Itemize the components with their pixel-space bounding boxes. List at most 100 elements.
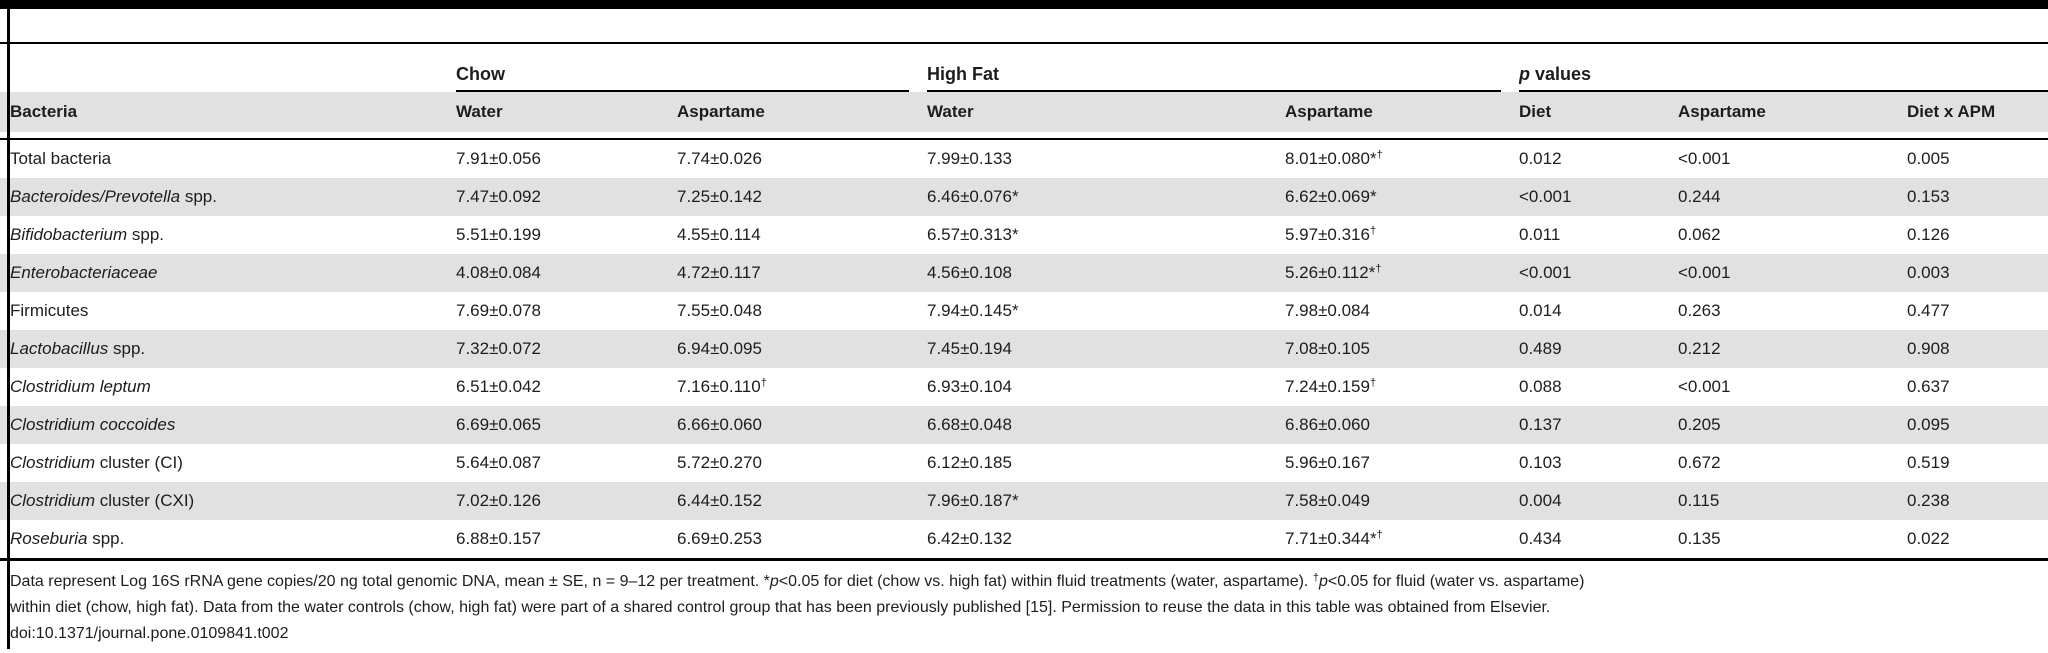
bacteria-name-text: spp. (108, 339, 146, 358)
value-cell: 0.153 (1907, 187, 1950, 206)
value-cell: 7.71±0.344*† (1285, 529, 1383, 548)
footnote-line: Data represent Log 16S rRNA gene copies/… (10, 569, 2040, 595)
p-values-label-rest: values (1530, 64, 1592, 84)
value-cell: 7.69±0.078 (456, 301, 541, 320)
top-border-bar (0, 0, 2048, 9)
value-cell: 6.69±0.065 (456, 415, 541, 434)
value-cell: 7.32±0.072 (456, 339, 541, 358)
bacteria-name-cell: Lactobacillus spp. (0, 330, 456, 368)
value-cell: 0.238 (1907, 491, 1950, 510)
significance-marker: † (1369, 225, 1377, 238)
table-content: Chow High Fat p values Bacteria Water As… (0, 42, 2048, 647)
value-cell: 6.12±0.185 (927, 453, 1012, 472)
footnote-segment: † (1312, 571, 1319, 584)
value-cell: 0.004 (1519, 491, 1562, 510)
value-cell: 6.86±0.060 (1285, 415, 1370, 434)
value-cell: 4.72±0.117 (677, 263, 761, 282)
bacteria-name-cell: Clostridium coccoides (0, 406, 456, 444)
footnote-segment: within diet (chow, high fat). Data from … (10, 599, 1551, 616)
bacteria-name-cell: Enterobacteriaceae (0, 254, 456, 292)
value-cell: 4.55±0.114 (677, 225, 761, 244)
value-cell: 0.434 (1519, 529, 1562, 548)
bacteria-name-italic: Clostridium coccoides (10, 415, 176, 434)
bacteria-name-text: spp. (87, 529, 125, 548)
value-cell: 7.94±0.145* (927, 301, 1019, 320)
value-cell: 6.42±0.132 (927, 529, 1012, 548)
value-cell: 5.96±0.167 (1285, 453, 1370, 472)
value-cell: 7.24±0.159† (1285, 377, 1377, 396)
value-cell: 5.97±0.316† (1285, 225, 1377, 244)
left-border-rule (7, 9, 10, 649)
bacteria-name-text: cluster (CI) (95, 453, 183, 472)
value-cell: 7.45±0.194 (927, 339, 1012, 358)
footnote-segment: <0.05 for diet (chow vs. high fat) withi… (778, 573, 1313, 590)
value-cell: 6.68±0.048 (927, 415, 1012, 434)
chow-label: Chow (456, 64, 505, 84)
value-cell: 0.126 (1907, 225, 1950, 244)
table-row: Clostridium cluster (CXI) 7.02±0.126 6.44±… (0, 482, 2048, 520)
high-fat-label: High Fat (927, 64, 999, 84)
value-cell: 0.088 (1519, 377, 1562, 396)
significance-marker: † (1376, 529, 1383, 542)
table-row: Lactobacillus spp. 7.32±0.072 6.94±0.095 7.… (0, 330, 2048, 368)
group-header-chow: Chow (456, 44, 927, 92)
bacteria-name-italic: Clostridium leptum (10, 377, 151, 396)
table-body: Total bacteria 7.91±0.056 7.74±0.026 7.99±0… (0, 139, 2048, 560)
footnote-segment: p (769, 573, 779, 590)
value-cell: 0.205 (1678, 415, 1721, 434)
table-row: Clostridium coccoides 6.69±0.065 6.66±0.06… (0, 406, 2048, 444)
value-cell: 0.489 (1519, 339, 1562, 358)
value-cell: 0.212 (1678, 339, 1721, 358)
value-cell: 0.244 (1678, 187, 1721, 206)
value-cell: 6.69±0.253 (677, 529, 762, 548)
bacteria-name-italic: Clostridium (10, 491, 96, 510)
bacteria-name-cell: Roseburia spp. (0, 520, 456, 560)
bacteria-name-text: spp. (180, 187, 217, 206)
group-header-row: Chow High Fat p values (0, 44, 2048, 92)
value-cell: 6.66±0.060 (677, 415, 762, 434)
bacteria-name-italic: Bacteroides/Prevotella (10, 187, 181, 206)
value-cell: 0.519 (1907, 453, 1950, 472)
value-cell: <0.001 (1678, 263, 1731, 282)
value-cell: 7.98±0.084 (1285, 301, 1370, 320)
bacteria-name-italic: Roseburia (10, 529, 88, 548)
value-cell: 0.263 (1678, 301, 1721, 320)
value-cell: 7.99±0.133 (927, 149, 1012, 168)
bacteria-name-italic: Clostridium (10, 453, 96, 472)
col-header-bacteria: Bacteria (10, 102, 78, 121)
significance-marker: † (760, 377, 767, 390)
value-cell: 6.44±0.152 (677, 491, 762, 510)
value-cell: 6.93±0.104 (927, 377, 1012, 396)
value-cell: 0.637 (1907, 377, 1950, 396)
value-cell: 7.02±0.126 (456, 491, 541, 510)
value-cell: 0.137 (1519, 415, 1562, 434)
value-cell: 4.56±0.108 (927, 263, 1012, 282)
value-cell: 6.94±0.095 (677, 339, 762, 358)
value-cell: 7.91±0.056 (456, 149, 541, 168)
value-cell: 0.003 (1907, 263, 1950, 282)
table-row: Roseburia spp. 6.88±0.157 6.69±0.253 6.42±0… (0, 520, 2048, 560)
value-cell: 0.135 (1678, 529, 1721, 548)
value-cell: <0.001 (1519, 263, 1572, 282)
significance-marker: † (1369, 377, 1377, 390)
bacteria-name-cell: Bifidobacterium spp. (0, 216, 456, 254)
significance-marker: † (1375, 263, 1382, 276)
value-cell: 0.908 (1907, 339, 1950, 358)
table-row: Enterobacteriaceae 4.08±0.084 4.72±0.117 4.… (0, 254, 2048, 292)
bacteria-name-text: cluster (CXI) (95, 491, 195, 510)
table-row: Firmicutes 7.69±0.078 7.55±0.048 7.94±0.145… (0, 292, 2048, 330)
table-row: Bacteroides/Prevotella spp. 7.47±0.092 7.2… (0, 178, 2048, 216)
col-header-chow-aspartame: Aspartame (677, 102, 765, 121)
bacteria-name-text: Firmicutes (10, 301, 89, 320)
header-gap-cell (0, 132, 2048, 140)
bacteria-name-cell: Bacteroides/Prevotella spp. (0, 178, 456, 216)
footnote-segment: p (1318, 573, 1328, 590)
col-header-p-diet: Diet (1519, 102, 1552, 121)
bacteria-name-italic: Lactobacillus (10, 339, 109, 358)
value-cell: 0.011 (1519, 225, 1561, 244)
value-cell: 7.16±0.110† (677, 377, 767, 396)
value-cell: 0.095 (1907, 415, 1950, 434)
value-cell: 7.55±0.048 (677, 301, 762, 320)
p-values-label-italic: p (1519, 64, 1530, 84)
